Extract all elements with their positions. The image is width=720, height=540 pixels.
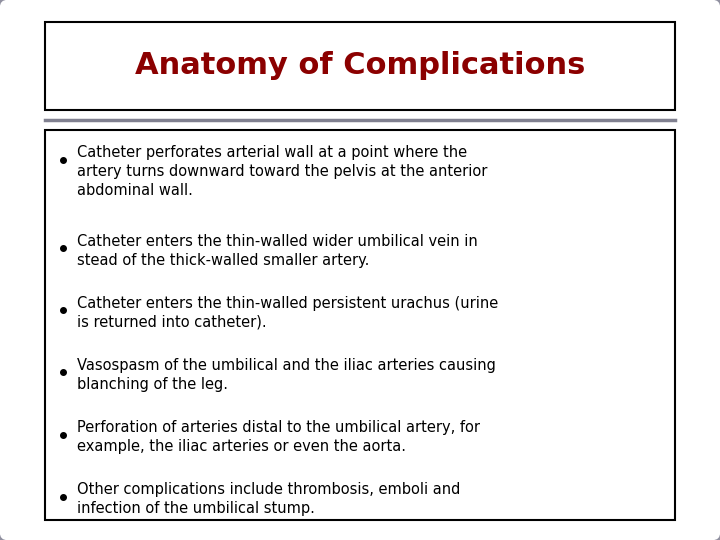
FancyBboxPatch shape bbox=[45, 130, 675, 520]
Text: Anatomy of Complications: Anatomy of Complications bbox=[135, 51, 585, 80]
Text: Catheter enters the thin-walled persistent urachus (urine
is returned into cathe: Catheter enters the thin-walled persiste… bbox=[77, 296, 498, 330]
Text: Catheter perforates arterial wall at a point where the
artery turns downward tow: Catheter perforates arterial wall at a p… bbox=[77, 145, 487, 198]
Text: Perforation of arteries distal to the umbilical artery, for
example, the iliac a: Perforation of arteries distal to the um… bbox=[77, 420, 480, 454]
FancyBboxPatch shape bbox=[45, 22, 675, 110]
Text: Catheter enters the thin-walled wider umbilical vein in
stead of the thick-walle: Catheter enters the thin-walled wider um… bbox=[77, 234, 478, 268]
Text: Other complications include thrombosis, emboli and
infection of the umbilical st: Other complications include thrombosis, … bbox=[77, 482, 460, 516]
Text: Vasospasm of the umbilical and the iliac arteries causing
blanching of the leg.: Vasospasm of the umbilical and the iliac… bbox=[77, 358, 496, 392]
